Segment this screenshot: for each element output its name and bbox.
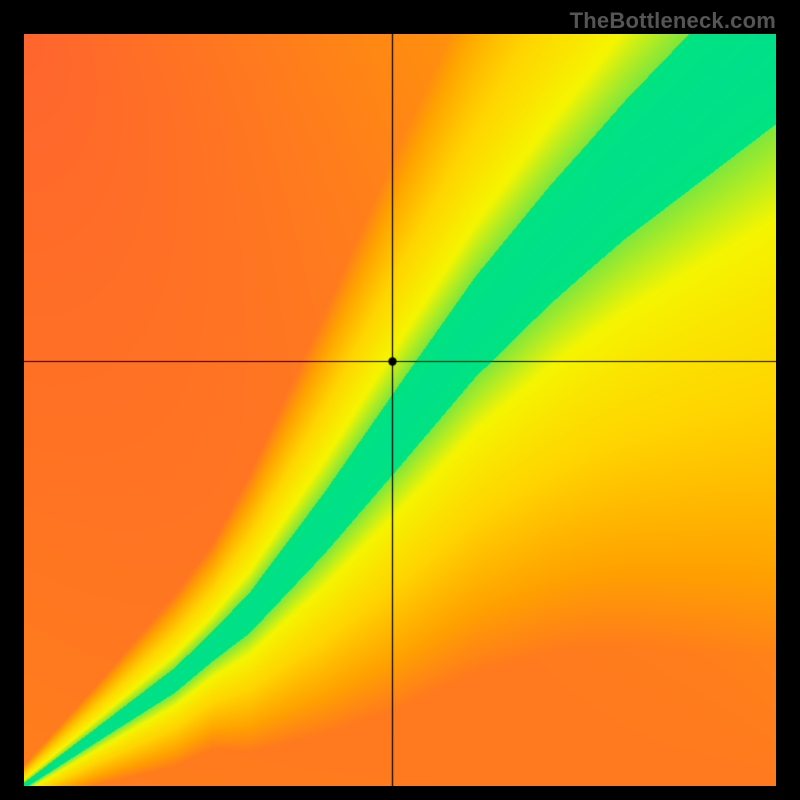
heatmap-plot — [24, 34, 776, 786]
watermark-text: TheBottleneck.com — [570, 8, 776, 34]
heatmap-canvas — [24, 34, 776, 786]
